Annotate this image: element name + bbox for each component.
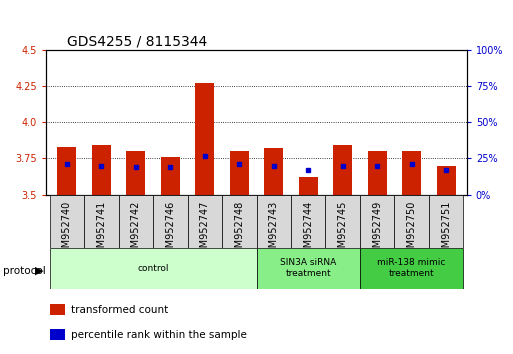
Bar [119, 195, 153, 248]
Text: GSM952743: GSM952743 [269, 201, 279, 260]
Bar [222, 195, 256, 248]
Bar [299, 177, 318, 195]
Text: GSM952742: GSM952742 [131, 201, 141, 261]
Bar [50, 195, 84, 248]
Text: GSM952745: GSM952745 [338, 201, 348, 261]
Bar [360, 248, 463, 289]
Text: percentile rank within the sample: percentile rank within the sample [71, 330, 247, 339]
Bar [92, 145, 111, 195]
Bar [368, 151, 387, 195]
Bar [291, 195, 325, 248]
Text: control: control [137, 264, 169, 273]
Bar [188, 195, 222, 248]
Text: GDS4255 / 8115344: GDS4255 / 8115344 [67, 34, 207, 48]
Bar [360, 195, 394, 248]
Bar [153, 195, 188, 248]
Bar [195, 83, 214, 195]
Text: GSM952748: GSM952748 [234, 201, 244, 260]
Text: SIN3A siRNA
treatment: SIN3A siRNA treatment [280, 258, 337, 278]
Bar [126, 151, 145, 195]
Bar [437, 166, 456, 195]
Bar [230, 151, 249, 195]
Text: GSM952746: GSM952746 [165, 201, 175, 260]
Bar [325, 195, 360, 248]
Text: protocol: protocol [3, 266, 45, 276]
Bar [50, 248, 256, 289]
Text: GSM952740: GSM952740 [62, 201, 72, 260]
Bar [394, 195, 429, 248]
Bar [429, 195, 463, 248]
Text: GSM952749: GSM952749 [372, 201, 382, 260]
Text: miR-138 mimic
treatment: miR-138 mimic treatment [378, 258, 446, 278]
Bar [50, 304, 65, 315]
Bar [402, 151, 421, 195]
Text: GSM952751: GSM952751 [441, 201, 451, 261]
Bar [264, 148, 283, 195]
Bar [50, 329, 65, 340]
Text: GSM952744: GSM952744 [303, 201, 313, 260]
Bar [256, 195, 291, 248]
Text: GSM952747: GSM952747 [200, 201, 210, 261]
Text: GSM952750: GSM952750 [407, 201, 417, 261]
Bar [256, 248, 360, 289]
Text: GSM952741: GSM952741 [96, 201, 106, 260]
Bar [161, 157, 180, 195]
Bar [84, 195, 119, 248]
Text: ▶: ▶ [35, 266, 44, 276]
Bar [333, 145, 352, 195]
Bar [57, 147, 76, 195]
Text: transformed count: transformed count [71, 305, 169, 315]
